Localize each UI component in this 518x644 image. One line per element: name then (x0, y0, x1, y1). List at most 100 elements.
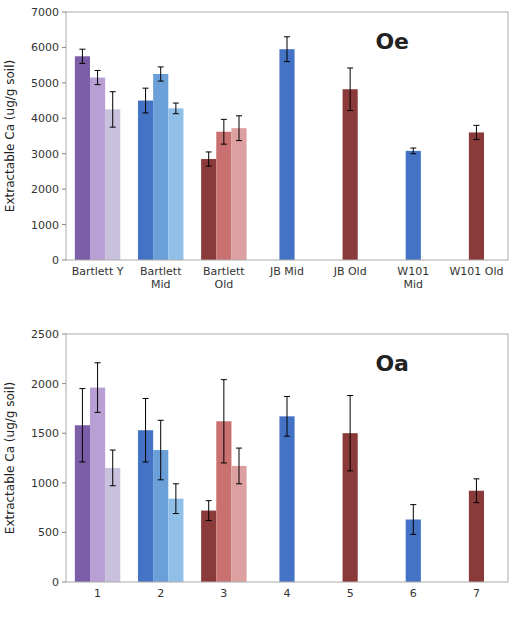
y-tick-label: 2000 (31, 183, 59, 196)
x-tick-label-line: 7 (473, 587, 480, 600)
x-tick-label-line: JB Old (333, 265, 367, 278)
y-tick-label: 0 (52, 254, 59, 267)
bars (75, 37, 484, 260)
error-bar (143, 398, 149, 461)
x-tick-label: BartlettOld (203, 265, 245, 291)
error-bar (347, 396, 353, 471)
x-tick-label-line: 3 (220, 587, 227, 600)
error-bar (347, 68, 353, 111)
y-tick-label: 3000 (31, 148, 59, 161)
error-bar (206, 152, 212, 166)
error-bar (410, 148, 416, 154)
error-bar (284, 37, 290, 62)
bar (279, 416, 294, 582)
error-bar (95, 363, 101, 413)
x-tick-label-line: Bartlett Y (72, 265, 124, 278)
y-tick (62, 334, 66, 335)
x-tick-label: 7 (473, 587, 480, 600)
error-bar (473, 479, 479, 503)
plot-background (66, 334, 508, 582)
x-tick-label: JB Old (333, 265, 367, 278)
y-tick (62, 482, 66, 483)
bar (105, 109, 120, 260)
x-tick-label-line: 1 (94, 587, 101, 600)
title: Oa (375, 351, 409, 376)
y-tick (62, 12, 66, 13)
x-tick-label: Bartlett Y (72, 265, 124, 278)
y-tick-label: 500 (38, 526, 59, 539)
y-tick (62, 224, 66, 225)
x-tick-label: 4 (284, 587, 291, 600)
x-tick-label-line: Mid (404, 278, 424, 291)
error-bar (173, 103, 179, 114)
error-bar (206, 501, 212, 521)
error-bar (79, 49, 85, 63)
y-tick (62, 153, 66, 154)
error-bar (221, 380, 227, 463)
bar (279, 49, 294, 260)
x-tick-label-line: 6 (410, 587, 417, 600)
plot-frame (66, 12, 508, 260)
x-tick-label: 1 (94, 587, 101, 600)
x-tick-label-line: 4 (284, 587, 291, 600)
y-tick (62, 433, 66, 434)
x-tick-label: JB Mid (269, 265, 304, 278)
bar (216, 132, 231, 260)
bars (75, 363, 484, 582)
x-tick-label-line: Mid (151, 278, 171, 291)
y-axis-label: Extractable Ca (ug/g soil) (3, 60, 17, 212)
y-tick (62, 582, 66, 583)
bar (168, 108, 183, 260)
bar (75, 56, 90, 260)
y-tick-label: 5000 (31, 77, 59, 90)
x-tick-label-line: W101 Old (449, 265, 503, 278)
y-tick-label: 7000 (31, 6, 59, 19)
y-tick (62, 260, 66, 261)
x-tick-label-line: Old (215, 278, 234, 291)
x-tick-label-line: 5 (347, 587, 354, 600)
y-tick-label: 1000 (31, 219, 59, 232)
y-axis-label: Extractable Ca (ug/g soil) (3, 382, 17, 534)
bar (201, 159, 216, 260)
y-tick-label: 2500 (31, 328, 59, 341)
bar (90, 388, 105, 582)
bar (343, 89, 358, 260)
error-bar (79, 389, 85, 462)
y-tick (62, 118, 66, 119)
y-tick-label: 1500 (31, 427, 59, 440)
error-bar (173, 484, 179, 514)
error-bar (110, 450, 116, 486)
plot-frame (66, 334, 508, 582)
figure: Bartlett YBartlettMidBartlettOldJB MidJB… (0, 0, 518, 644)
x-tick-label: 5 (347, 587, 354, 600)
y-tick (62, 532, 66, 533)
bar (153, 74, 168, 260)
x-tick-label: 6 (410, 587, 417, 600)
y-tick (62, 82, 66, 83)
y-tick-label: 0 (52, 576, 59, 589)
error-bar (410, 505, 416, 535)
panel: Bartlett YBartlettMidBartlettOldJB MidJB… (3, 6, 508, 291)
y-tick (62, 47, 66, 48)
error-bar (284, 396, 290, 436)
title: Oe (375, 29, 409, 54)
bar (138, 101, 153, 260)
x-tick-label-line: Bartlett (140, 265, 182, 278)
error-bar (236, 448, 242, 484)
y-tick (62, 383, 66, 384)
bar (469, 491, 484, 582)
bar (90, 78, 105, 260)
bar (231, 128, 246, 260)
x-tick-label: W101 Old (449, 265, 503, 278)
y-tick-label: 1000 (31, 477, 59, 490)
y-tick-label: 2000 (31, 378, 59, 391)
x-tick-label: 2 (157, 587, 164, 600)
error-bar (95, 70, 101, 84)
panel: 1 2 3 4 5 6 7 0 500 1000 1500 2000 2500 Extractable C… (3, 328, 508, 600)
error-bar (110, 92, 116, 127)
x-tick-label-line: Bartlett (203, 265, 245, 278)
error-bar (236, 116, 242, 141)
bar (406, 151, 421, 260)
y-tick (62, 189, 66, 190)
bar (469, 132, 484, 260)
